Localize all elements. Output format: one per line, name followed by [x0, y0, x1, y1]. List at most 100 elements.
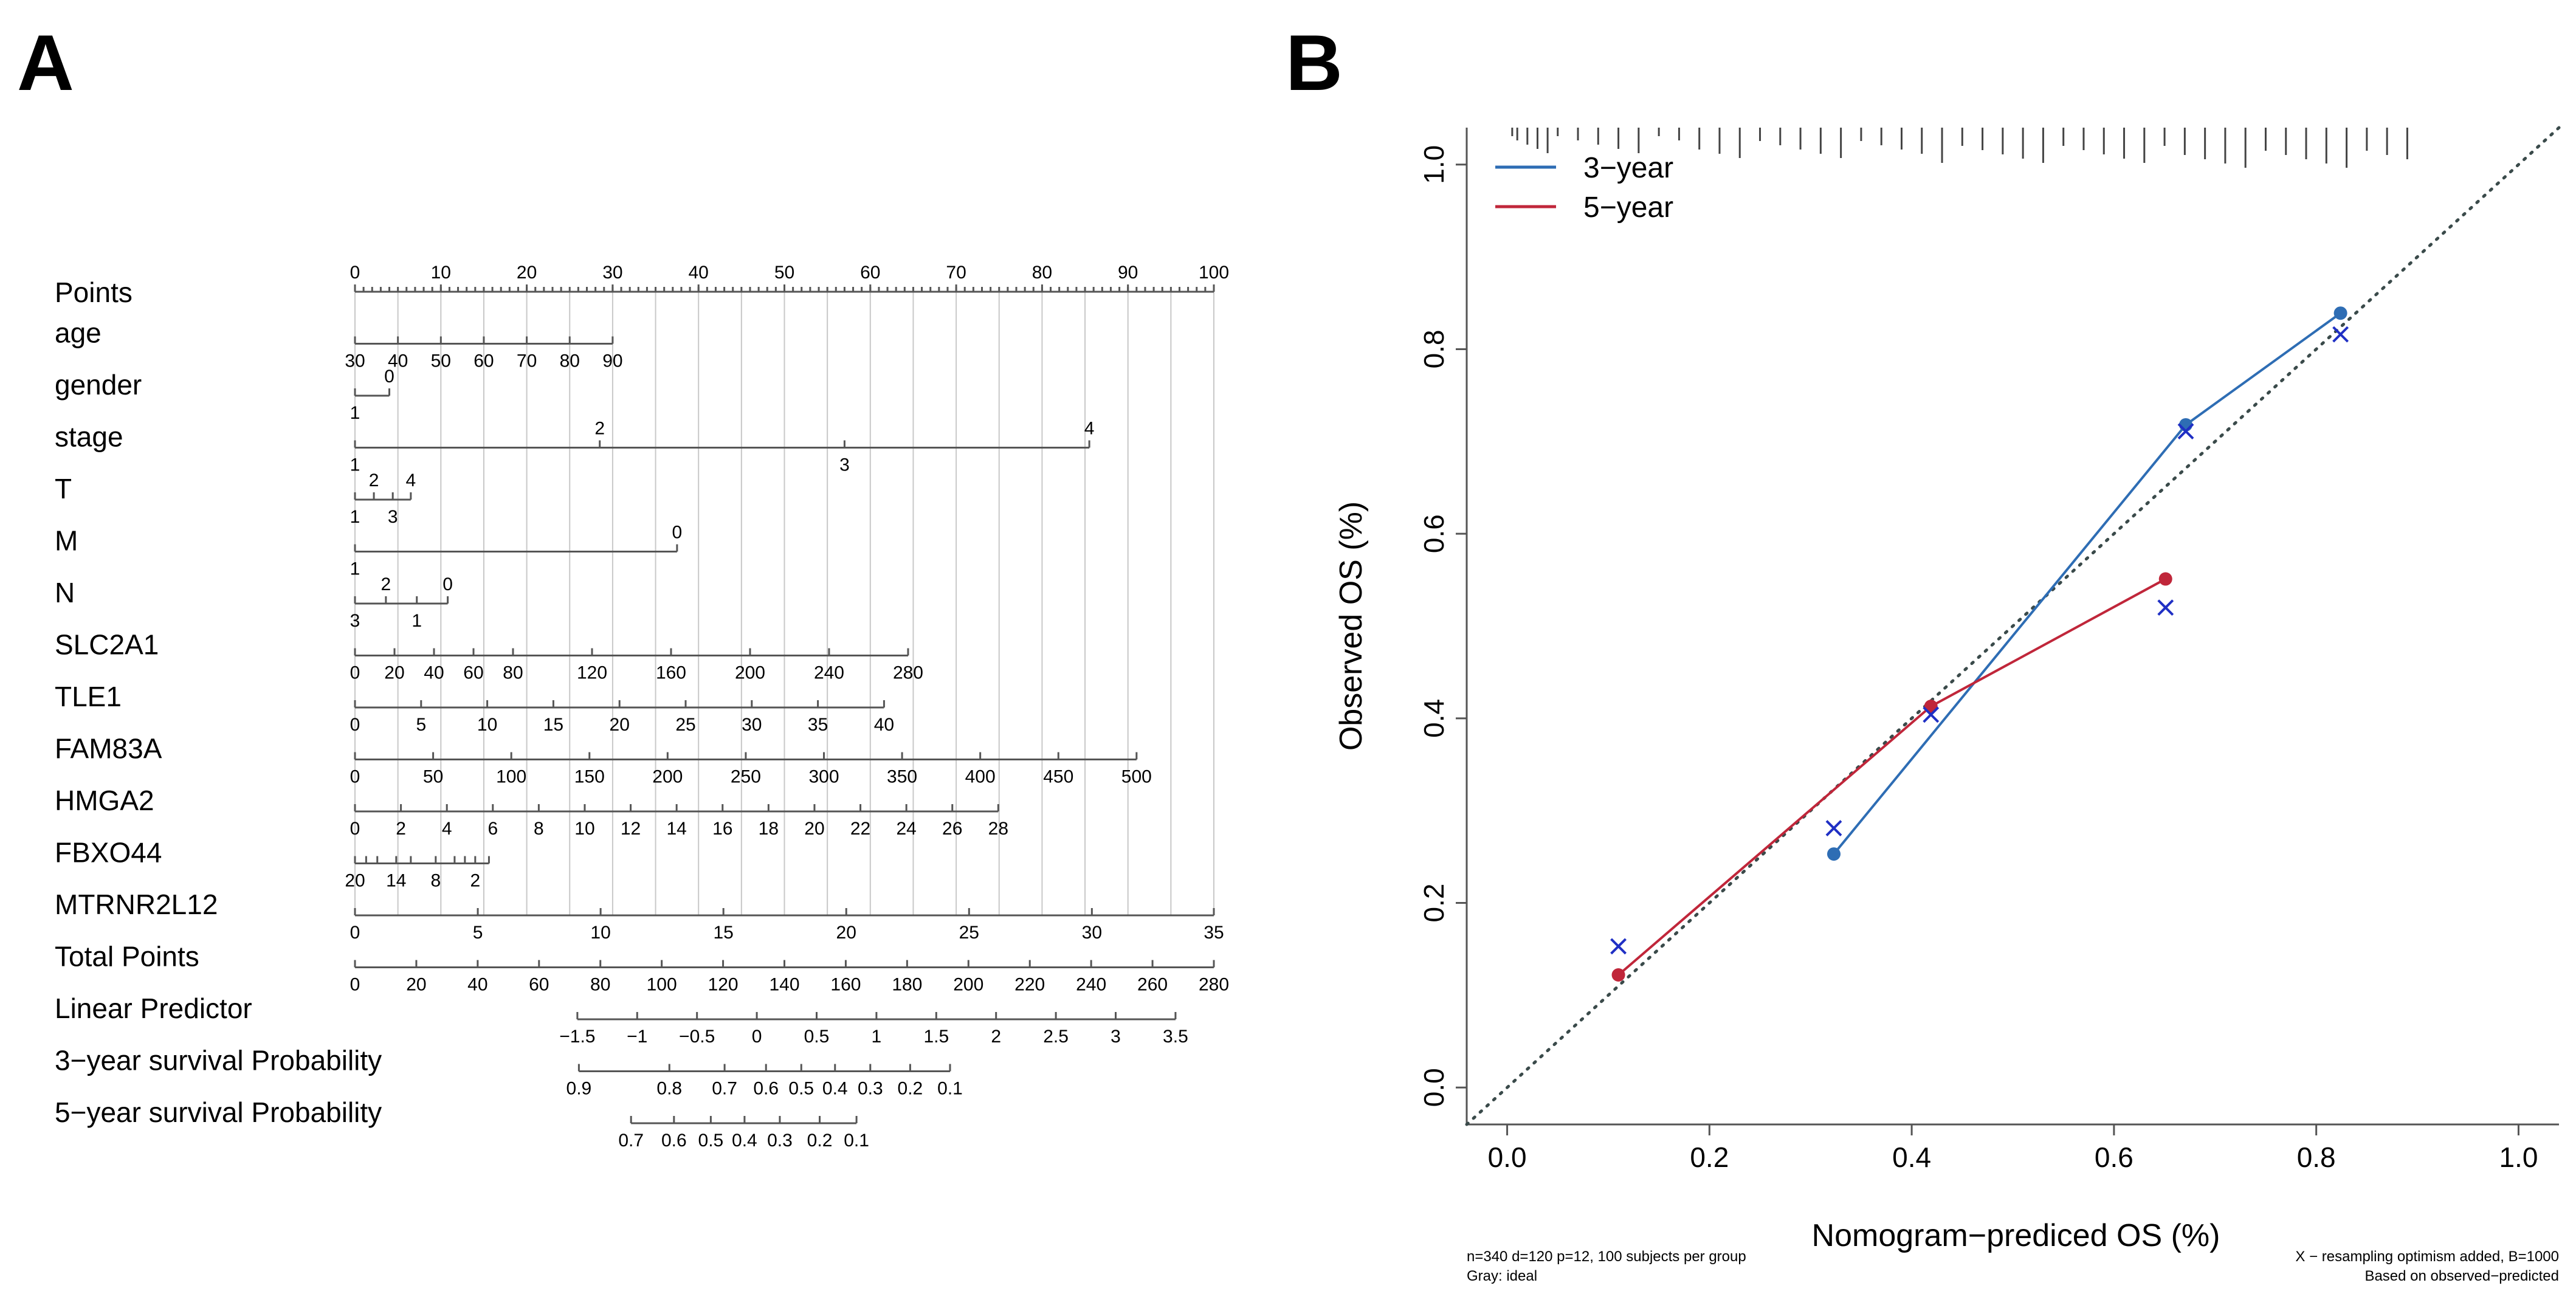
tick-label: 8 — [430, 871, 441, 891]
ideal-line — [1465, 126, 2561, 1126]
tick-label: 400 — [965, 767, 996, 787]
tick-label: 20 — [384, 663, 404, 683]
tick-label: 14 — [386, 871, 406, 891]
tick-label: 0.5 — [788, 1079, 814, 1099]
y-axis-title: Observed OS (%) — [1334, 501, 1369, 751]
tick-label: 22 — [850, 819, 870, 839]
tick-label: 35 — [1204, 923, 1224, 943]
tick-label: 3 — [839, 455, 850, 475]
tick-label: 12 — [621, 819, 641, 839]
tick-label: 160 — [656, 663, 686, 683]
tick-label: 0 — [384, 367, 394, 387]
tick-label: 280 — [893, 663, 923, 683]
row-label: Points — [55, 277, 133, 308]
tick-label: 25 — [675, 715, 695, 735]
tick-label: 50 — [774, 263, 794, 283]
observed-point — [2158, 572, 2172, 586]
tick-label: 20 — [804, 819, 824, 839]
tick-label: 240 — [1076, 975, 1106, 995]
tick-label: 5 — [416, 715, 426, 735]
tick-label: 20 — [517, 263, 537, 283]
nomogram-row: N 3 2 1 0 — [55, 574, 453, 631]
tick-label: 180 — [892, 975, 922, 995]
tick-label: 0 — [350, 663, 360, 683]
tick-label: 0.6 — [661, 1131, 687, 1151]
tick-label: 100 — [496, 767, 526, 787]
tick-label: 16 — [712, 819, 732, 839]
tick-label: 60 — [463, 663, 483, 683]
tick-label: 14 — [666, 819, 686, 839]
tick-label: 450 — [1043, 767, 1073, 787]
tick-label: 15 — [713, 923, 733, 943]
tick-label: 300 — [808, 767, 839, 787]
tick-label: 70 — [517, 351, 537, 371]
nomogram-row: M 1 0 — [55, 523, 682, 579]
row-label: age — [55, 317, 102, 349]
corrected-x-marker — [2177, 423, 2194, 440]
tick-label: 0.2 — [807, 1131, 833, 1151]
tick-label: 30 — [602, 263, 622, 283]
tick-label: 50 — [431, 351, 451, 371]
legend-label: 3−year — [1583, 152, 1673, 184]
tick-label: 18 — [759, 819, 779, 839]
row-label: M — [55, 525, 78, 557]
tick-label: 0 — [350, 923, 360, 943]
tick-label: 90 — [1118, 263, 1138, 283]
tick-label: 0 — [350, 767, 360, 787]
observed-point — [1611, 968, 1625, 982]
x-tick-label: 0.4 — [1892, 1141, 1931, 1173]
x-stroke — [2177, 423, 2194, 440]
tick-label: 0.7 — [618, 1131, 644, 1151]
tick-label: 10 — [590, 923, 610, 943]
row-label: Linear Predictor — [55, 993, 252, 1024]
row-label: stage — [55, 421, 123, 453]
tick-label: 1 — [412, 611, 422, 631]
tick-label: 60 — [860, 263, 880, 283]
footnote: Gray: ideal — [1467, 1268, 1537, 1284]
tick-label: 220 — [1014, 975, 1045, 995]
tick-label: 3 — [350, 611, 360, 631]
tick-label: 40 — [689, 263, 709, 283]
panel-a-label: A — [17, 18, 74, 107]
tick-label: 2 — [396, 819, 406, 839]
tick-label: 40 — [874, 715, 894, 735]
tick-label: 0.1 — [844, 1131, 869, 1151]
tick-label: 8 — [534, 819, 544, 839]
tick-label: 200 — [652, 767, 683, 787]
tick-label: 2 — [470, 871, 480, 891]
tick-label: 0 — [672, 523, 683, 543]
nomogram-row: Points 0 10 20 30 40 50 60 70 80 90 100 — [55, 263, 1229, 308]
tick-label: 1 — [350, 455, 360, 475]
tick-label: 80 — [590, 975, 610, 995]
nomogram-row: stage 1 2 3 4 — [55, 419, 1094, 475]
footnote: n=340 d=120 p=12, 100 subjects per group — [1467, 1248, 1746, 1265]
tick-label: 0.9 — [567, 1079, 592, 1099]
tick-label: 28 — [988, 819, 1008, 839]
y-tick-label: 0.6 — [1418, 514, 1450, 553]
tick-label: 3 — [1111, 1027, 1121, 1047]
legend-label: 5−year — [1583, 191, 1673, 224]
tick-label: 4 — [1084, 419, 1095, 439]
tick-label: 40 — [424, 663, 444, 683]
tick-label: 15 — [543, 715, 563, 735]
nomogram-row: gender 1 0 — [55, 367, 394, 423]
tick-label: 0.7 — [712, 1079, 737, 1099]
tick-label: 1 — [350, 507, 360, 527]
tick-label: 120 — [577, 663, 607, 683]
nomogram-row: SLC2A1 0 20 40 60 80 120 160 200 240 280 — [55, 629, 923, 683]
row-label: TLE1 — [55, 681, 122, 712]
tick-label: 20 — [345, 871, 365, 891]
tick-label: 20 — [836, 923, 856, 943]
tick-label: 0 — [443, 574, 453, 594]
tick-label: 150 — [574, 767, 605, 787]
corrected-x-marker — [2332, 326, 2349, 343]
tick-label: 0.5 — [804, 1027, 830, 1047]
tick-label: 35 — [808, 715, 828, 735]
nomogram-row: FAM83A 0 50 100 150 200 250 300 350 400 450 500 — [55, 733, 1152, 787]
tick-label: 280 — [1199, 975, 1229, 995]
tick-label: 60 — [474, 351, 494, 371]
tick-label: 2 — [594, 419, 605, 439]
tick-label: 30 — [742, 715, 762, 735]
tick-label: 70 — [946, 263, 966, 283]
